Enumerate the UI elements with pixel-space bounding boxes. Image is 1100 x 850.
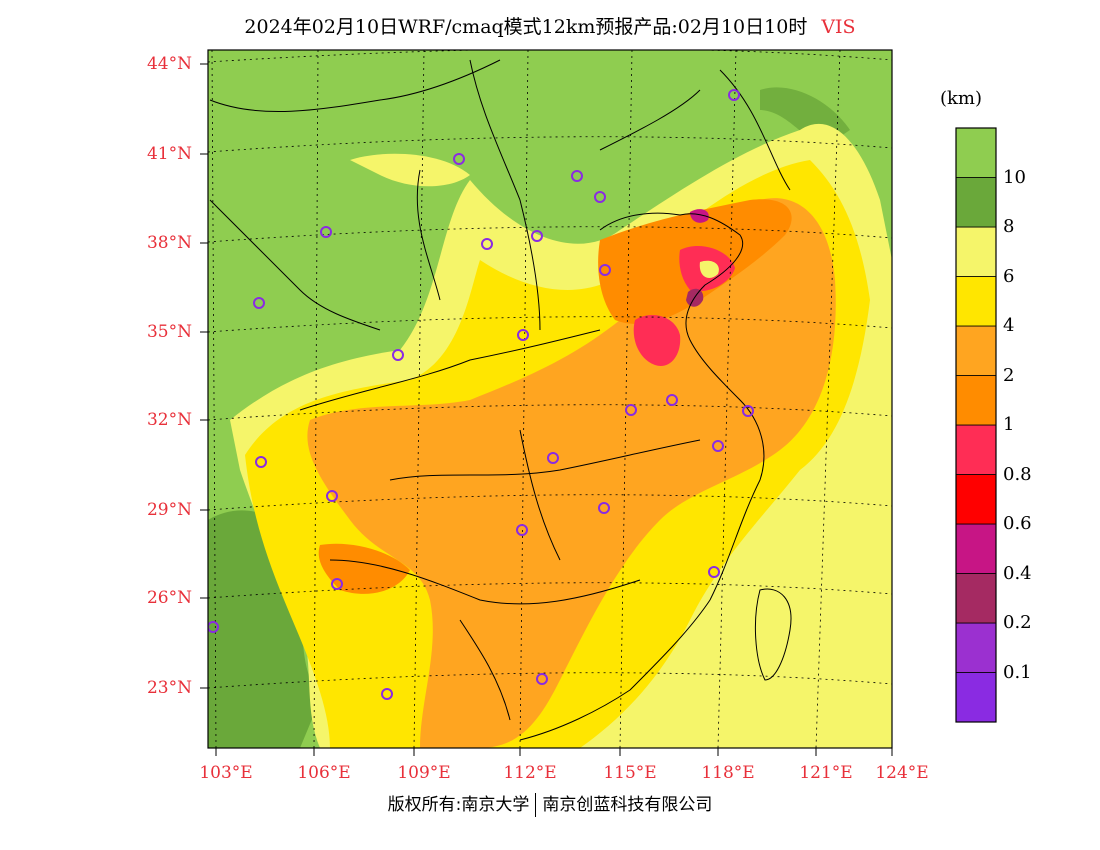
copyright-left: 版权所有:南京大学 [387, 795, 530, 815]
colorbar-swatch [955, 672, 997, 723]
map-frame [207, 49, 893, 749]
lon-label-109e: 109°E [397, 763, 451, 783]
colorbar-label: 8 [1003, 216, 1015, 237]
lat-label-23n: 23°N [146, 678, 192, 698]
variable-label: VIS [821, 16, 856, 38]
colorbar-label: 10 [1003, 166, 1026, 188]
lon-label-115e: 115°E [603, 763, 657, 783]
colorbar-swatch [955, 127, 997, 178]
map-field [208, 50, 892, 748]
copyright-right: 南京创蓝科技有限公司 [542, 795, 713, 815]
lon-label-106e: 106°E [297, 763, 351, 783]
colorbar-swatch [955, 226, 997, 277]
axis-ticks [200, 63, 893, 756]
lat-label-35n: 35°N [146, 322, 192, 342]
colorbar-swatch [955, 177, 997, 228]
colorbar-label: 6 [1003, 265, 1015, 287]
colorbar-label: 1 [1003, 414, 1015, 435]
copyright-separator [535, 793, 537, 817]
lon-label-103e: 103°E [199, 763, 253, 783]
city-markers [208, 89, 754, 700]
colorbar-swatch [955, 523, 997, 574]
lat-label-38n: 38°N [146, 233, 192, 253]
lat-label-41n: 41°N [146, 144, 192, 164]
colorbar-label: 0.1 [1003, 661, 1032, 683]
colorbar-swatch [955, 474, 997, 525]
colorbar-swatch [955, 325, 997, 376]
map-title: 2024年02月10日WRF/cmaq模式12km预报产品:02月10日10时 V… [0, 12, 1100, 39]
colorbar-label: 2 [1003, 364, 1015, 386]
colorbar-label: 0.2 [1003, 612, 1032, 633]
colorbar-frame [955, 127, 997, 723]
lat-label-26n: 26°N [146, 588, 192, 608]
colorbar-swatch [955, 375, 997, 426]
colorbar-swatch [955, 276, 997, 327]
colorbar-label: 0.4 [1003, 562, 1032, 584]
copyright: 版权所有:南京大学 南京创蓝科技有限公司 [0, 790, 1100, 817]
lon-label-118e: 118°E [701, 763, 755, 783]
colorbar-label: 4 [1003, 315, 1015, 336]
lat-label-44n: 44°N [146, 54, 192, 74]
colorbar-swatch [955, 622, 997, 673]
lon-label-124e: 124°E [875, 763, 929, 783]
title-text: 2024年02月10日WRF/cmaq模式12km预报产品:02月10日10时 [244, 16, 808, 38]
colorbar-unit: (km) [940, 88, 983, 109]
colorbar-swatch [955, 573, 997, 624]
colorbar [955, 127, 997, 723]
lon-label-121e: 121°E [799, 763, 853, 783]
lon-label-112e: 112°E [503, 763, 557, 783]
lat-label-32n: 32°N [146, 410, 192, 430]
colorbar-label: 0.8 [1003, 463, 1032, 485]
colorbar-label: 0.6 [1003, 513, 1032, 534]
lat-label-29n: 29°N [146, 500, 192, 520]
colorbar-swatch [955, 424, 997, 475]
